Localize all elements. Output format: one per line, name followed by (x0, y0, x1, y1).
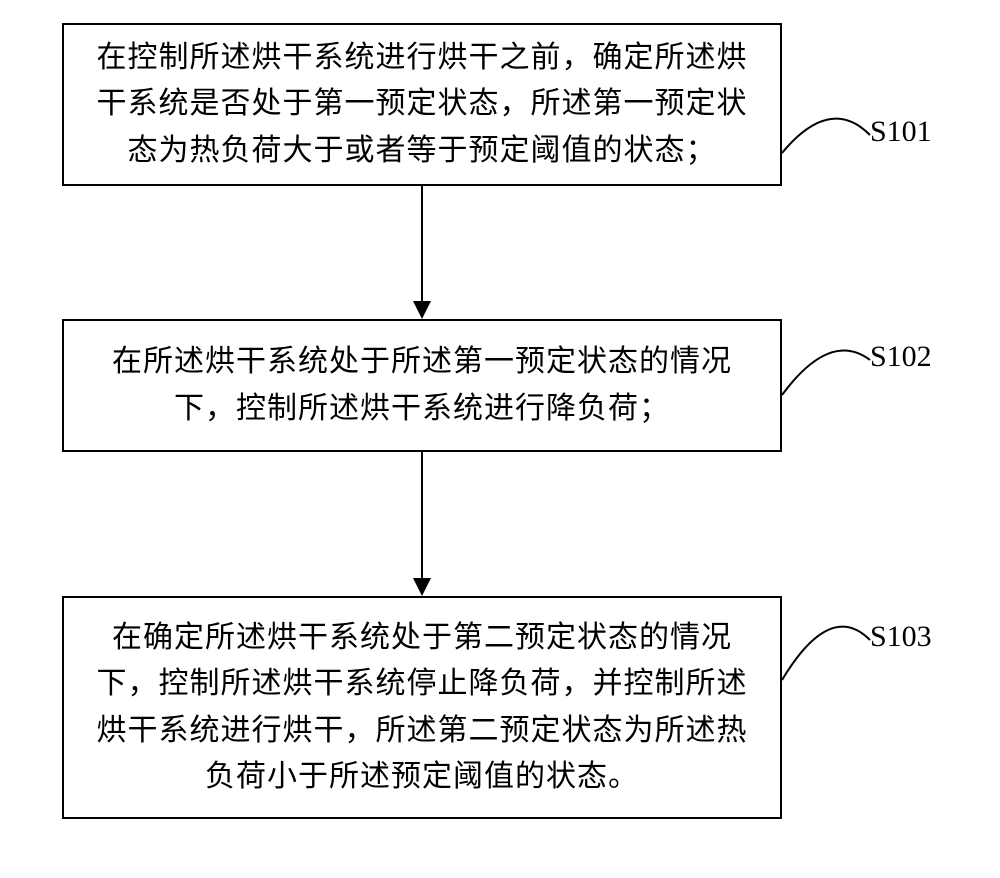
flow-step-3-label: S103 (870, 620, 932, 654)
flow-step-1: 在控制所述烘干系统进行烘干之前，确定所述烘干系统是否处于第一预定状态，所述第一预… (62, 23, 782, 186)
arrow-2-to-3 (421, 452, 423, 578)
flow-step-1-label: S101 (870, 115, 932, 149)
flow-step-3-text: 在确定所述烘干系统处于第二预定状态的情况下，控制所述烘干系统停止降负荷，并控制所… (84, 615, 760, 801)
flow-step-2-label: S102 (870, 340, 932, 374)
flow-step-3: 在确定所述烘干系统处于第二预定状态的情况下，控制所述烘干系统停止降负荷，并控制所… (62, 596, 782, 819)
arrow-2-to-3-head (413, 578, 431, 596)
flow-step-2-text: 在所述烘干系统处于所述第一预定状态的情况下，控制所述烘干系统进行降负荷； (84, 339, 760, 432)
flow-step-2: 在所述烘干系统处于所述第一预定状态的情况下，控制所述烘干系统进行降负荷； (62, 319, 782, 452)
arrow-1-to-2-head (413, 301, 431, 319)
flowchart-canvas: 在控制所述烘干系统进行烘干之前，确定所述烘干系统是否处于第一预定状态，所述第一预… (0, 0, 1000, 878)
flow-step-1-text: 在控制所述烘干系统进行烘干之前，确定所述烘干系统是否处于第一预定状态，所述第一预… (84, 35, 760, 175)
arrow-1-to-2 (421, 186, 423, 301)
